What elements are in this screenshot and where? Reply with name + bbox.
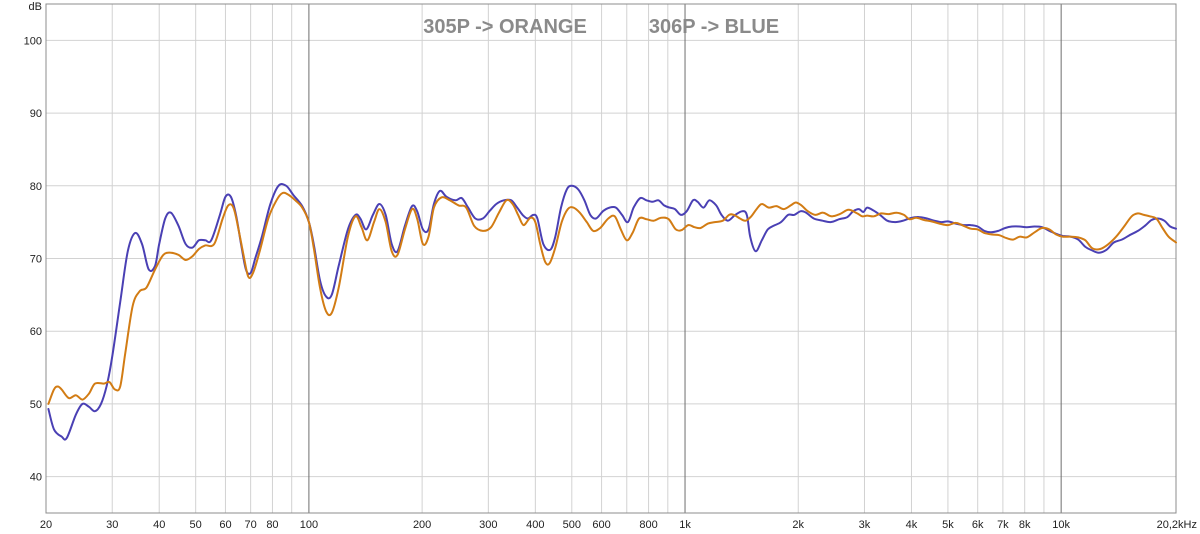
x-axis-ticks: 20 30 40 50 60 70 80 100 200 300 400 500 600 800 1k 2k 3… [40, 519, 1197, 531]
x-tick-label: 10k [1052, 519, 1070, 531]
y-tick-label: 70 [30, 254, 42, 266]
x-tick-label: 300 [479, 519, 497, 531]
x-tick-label: 100 [300, 519, 318, 531]
y-tick-label: 50 [30, 399, 42, 411]
y-tick-label: 40 [30, 472, 42, 484]
chart-title-left: 305P -> ORANGE [423, 16, 587, 38]
x-tick-label: 600 [592, 519, 610, 531]
x-tick-label: 1k [679, 519, 691, 531]
x-tick-label: 400 [526, 519, 544, 531]
y-tick-label: 100 [24, 35, 42, 47]
series-line-orange [47, 191, 1177, 405]
x-tick-label: 5k [942, 519, 954, 531]
y-tick-label: 60 [30, 326, 42, 338]
x-tick-label: 500 [563, 519, 581, 531]
y-axis-ticks: 100 90 80 70 60 50 40 [24, 35, 42, 483]
grid [45, 4, 1177, 513]
x-tick-label: 30 [106, 519, 118, 531]
x-tick-label: 60 [219, 519, 231, 531]
x-tick-label: 80 [266, 519, 278, 531]
x-tick-label: 50 [190, 519, 202, 531]
x-tick-label: 800 [639, 519, 657, 531]
x-tick-label: 7k [997, 519, 1009, 531]
x-tick-label: 20,2kHz [1157, 519, 1197, 531]
x-tick-label: 3k [859, 519, 871, 531]
x-tick-label: 8k [1019, 519, 1031, 531]
x-tick-label: 70 [245, 519, 257, 531]
chart-title-right: 306P -> BLUE [649, 16, 779, 38]
y-tick-label: 90 [30, 108, 42, 120]
x-tick-label: 4k [906, 519, 918, 531]
x-tick-label: 6k [972, 519, 984, 531]
x-tick-label: 40 [153, 519, 165, 531]
x-tick-label: 20 [40, 519, 52, 531]
y-tick-label: 80 [30, 181, 42, 193]
x-tick-label: 200 [413, 519, 431, 531]
series-lines [47, 183, 1177, 441]
x-tick-label: 2k [792, 519, 804, 531]
y-axis-label: dB [29, 1, 42, 13]
plot-frame [45, 3, 1177, 514]
